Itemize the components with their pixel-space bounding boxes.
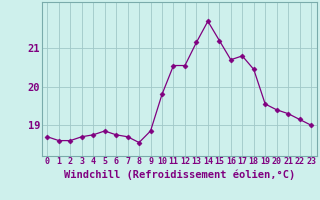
X-axis label: Windchill (Refroidissement éolien,°C): Windchill (Refroidissement éolien,°C) [64, 169, 295, 180]
